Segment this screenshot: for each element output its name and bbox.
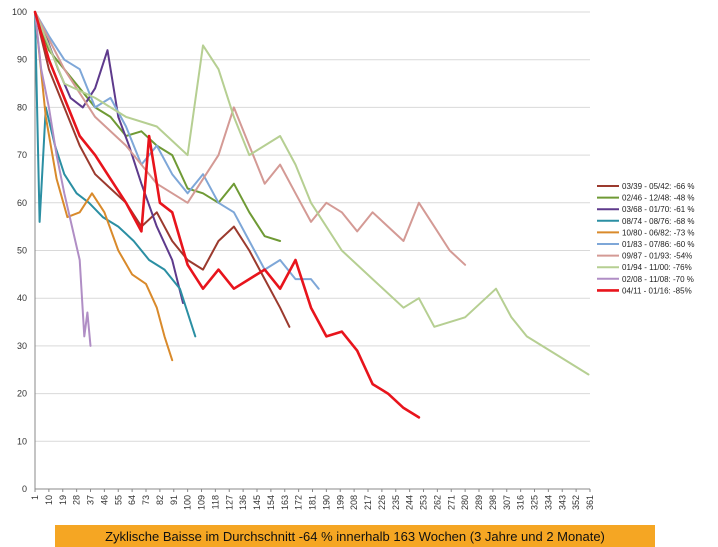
series-line-9	[34, 11, 92, 347]
x-tick-label: 307	[502, 495, 512, 510]
x-tick-label: 262	[432, 495, 442, 510]
x-tick-label: 163	[280, 495, 290, 510]
series-line-10	[33, 10, 421, 419]
series-line-1	[34, 11, 291, 328]
x-tick-label: 226	[377, 495, 387, 510]
x-tick-label: 289	[474, 495, 484, 510]
y-tick-label: 70	[17, 150, 27, 160]
x-tick-label: 343	[557, 495, 567, 510]
y-tick-label: 50	[17, 246, 27, 256]
x-tick-label: 10	[44, 495, 54, 505]
legend-label: 02/08 - 11/08: -70 %	[622, 275, 694, 284]
x-tick-label: 145	[252, 495, 262, 510]
x-tick-label: 55	[113, 495, 123, 505]
legend-label: 03/39 - 05/42: -66 %	[622, 182, 695, 191]
x-tick-label: 82	[155, 495, 165, 505]
series-line-5	[34, 11, 174, 362]
x-tick-label: 271	[446, 495, 456, 510]
x-tick-label: 127	[224, 495, 234, 510]
x-tick-label: 217	[363, 495, 373, 510]
x-tick-label: 334	[543, 495, 553, 510]
y-tick-label: 30	[17, 341, 27, 351]
legend-label: 09/87 - 01/93: -54%	[622, 252, 692, 261]
x-tick-label: 181	[308, 495, 318, 510]
y-tick-label: 40	[17, 293, 27, 303]
x-tick-label: 73	[141, 495, 151, 505]
x-tick-label: 172	[294, 495, 304, 510]
x-tick-label: 46	[99, 495, 109, 505]
series-line-6	[34, 11, 320, 290]
y-tick-label: 60	[17, 198, 27, 208]
x-tick-label: 91	[169, 495, 179, 505]
y-tick-label: 80	[17, 102, 27, 112]
legend-label: 01/83 - 07/86: -60 %	[622, 240, 695, 249]
y-tick-label: 10	[17, 436, 27, 446]
caption-bar: Zyklische Baisse im Durchschnitt -64 % i…	[55, 525, 655, 547]
x-tick-label: 316	[516, 495, 526, 510]
x-tick-label: 235	[391, 495, 401, 510]
x-tick-label: 280	[460, 495, 470, 510]
x-tick-label: 100	[183, 495, 193, 510]
x-tick-label: 253	[419, 495, 429, 510]
x-tick-label: 154	[266, 495, 276, 510]
x-tick-label: 190	[321, 495, 331, 510]
legend-label: 04/11 - 01/16: -85%	[622, 286, 692, 295]
series-line-7	[34, 11, 467, 266]
legend-label: 01/94 - 11/00: -76%	[622, 263, 692, 272]
x-tick-label: 1	[30, 495, 40, 500]
legend-label: 10/80 - 06/82: -73 %	[622, 228, 695, 237]
x-tick-label: 136	[238, 495, 248, 510]
legend-label: 02/46 - 12/48: -48 %	[622, 194, 695, 203]
x-tick-label: 28	[72, 495, 82, 505]
x-tick-label: 109	[197, 495, 207, 510]
x-tick-label: 19	[58, 495, 68, 505]
x-tick-label: 37	[86, 495, 96, 505]
y-tick-label: 90	[17, 55, 27, 65]
y-tick-label: 20	[17, 389, 27, 399]
series-line-4	[34, 11, 197, 338]
series-line-8	[34, 11, 590, 376]
x-tick-label: 352	[571, 495, 581, 510]
x-tick-label: 361	[585, 495, 595, 510]
x-tick-label: 118	[210, 495, 220, 509]
x-tick-label: 325	[530, 495, 540, 510]
x-tick-label: 199	[335, 495, 345, 510]
legend-label: 03/68 - 01/70: -61 %	[622, 205, 695, 214]
x-tick-label: 208	[349, 495, 359, 510]
x-tick-label: 298	[488, 495, 498, 510]
y-tick-label: 100	[12, 7, 27, 17]
legend-label: 08/74 - 08/76: -68 %	[622, 217, 695, 226]
x-tick-label: 64	[127, 495, 137, 505]
x-tick-label: 244	[405, 495, 415, 510]
caption-text: Zyklische Baisse im Durchschnitt -64 % i…	[105, 528, 605, 544]
y-tick-label: 0	[22, 484, 27, 494]
